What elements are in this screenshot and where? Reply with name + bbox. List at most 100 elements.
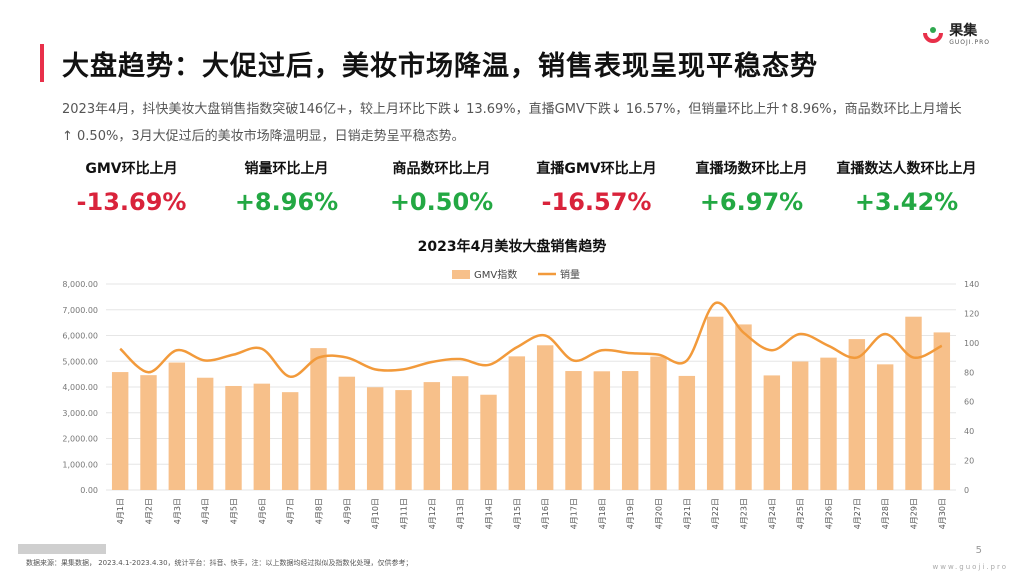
x-tick-label: 4月10日 bbox=[371, 498, 380, 529]
y-left-tick-label: 0.00 bbox=[80, 486, 98, 495]
x-tick-label: 4月26日 bbox=[825, 498, 834, 529]
y-right-tick-label: 120 bbox=[964, 309, 979, 318]
x-tick-label: 4月20日 bbox=[655, 498, 664, 529]
title-accent-bar bbox=[40, 44, 44, 82]
x-tick-label: 4月12日 bbox=[428, 498, 437, 529]
bar bbox=[480, 394, 497, 490]
x-tick-label: 4月16日 bbox=[541, 498, 550, 529]
bar bbox=[168, 362, 186, 490]
bar bbox=[735, 324, 752, 490]
kpi-value: +0.50% bbox=[389, 188, 494, 216]
legend-label: 销量 bbox=[560, 268, 580, 281]
sales-line bbox=[119, 301, 943, 378]
sales-trend-chart: 0.00 1,000.00 2,000.00 3,000.00 4,000.00 5,00… bbox=[62, 268, 979, 529]
bar bbox=[395, 390, 412, 490]
y-left-tick-label: 7,000.00 bbox=[62, 306, 98, 315]
y-right-tick-label: 100 bbox=[964, 339, 979, 348]
kpi-value: -16.57% bbox=[541, 188, 652, 216]
bar bbox=[678, 375, 696, 490]
y-left-tick-label: 8,000.00 bbox=[62, 280, 98, 289]
kpi-label: 商品数环比上月 bbox=[392, 161, 491, 177]
y-right-tick-label: 0 bbox=[964, 486, 969, 495]
bar bbox=[791, 361, 809, 490]
x-tick-label: 4月19日 bbox=[626, 498, 635, 529]
bar bbox=[111, 372, 129, 490]
x-tick-label: 4月6日 bbox=[258, 498, 267, 524]
bar bbox=[338, 376, 356, 490]
kpi-value: +3.42% bbox=[854, 188, 959, 216]
bar bbox=[650, 356, 667, 490]
kpi-value: +6.97% bbox=[699, 188, 804, 216]
x-tick-label: 4月11日 bbox=[400, 498, 409, 529]
logo-icon bbox=[923, 27, 944, 43]
x-tick-label: 4月28日 bbox=[881, 498, 890, 529]
bar bbox=[253, 383, 271, 490]
bar bbox=[565, 371, 582, 490]
kpi-live-gmv: 直播GMV环比上月 -16.57% bbox=[519, 158, 674, 216]
footer-bar bbox=[18, 544, 106, 554]
x-tick-label: 4月14日 bbox=[485, 498, 494, 529]
bar bbox=[820, 357, 837, 490]
bar bbox=[366, 387, 384, 490]
summary-paragraph: 2023年4月，抖快美妆大盘销售指数突破146亿+，较上月环比下跌↓ 13.69… bbox=[62, 102, 962, 144]
y-left-tick-label: 4,000.00 bbox=[62, 383, 98, 392]
bar bbox=[196, 377, 214, 490]
x-tick-label: 4月4日 bbox=[201, 498, 210, 524]
bar bbox=[536, 345, 554, 490]
y-right-tick-label: 140 bbox=[964, 280, 979, 289]
x-tick-label: 4月25日 bbox=[796, 498, 805, 529]
chart-title: 2023年4月美妆大盘销售趋势 bbox=[417, 239, 607, 255]
kpi-gmv: GMV环比上月 -13.69% bbox=[54, 158, 209, 216]
kpi-products: 商品数环比上月 +0.50% bbox=[364, 158, 519, 216]
bar bbox=[423, 382, 441, 490]
kpi-label: GMV环比上月 bbox=[85, 161, 178, 177]
y-right-tick-label: 20 bbox=[964, 457, 974, 466]
x-tick-label: 4月15日 bbox=[513, 498, 522, 529]
bar bbox=[225, 385, 242, 490]
site-url: www.guoji.pro bbox=[932, 563, 1008, 571]
x-tick-label: 4月2日 bbox=[145, 498, 154, 524]
x-tick-label: 4月17日 bbox=[570, 498, 579, 529]
kpi-value: +8.96% bbox=[234, 188, 339, 216]
y-right-tick-label: 80 bbox=[964, 368, 974, 377]
legend-swatch-bar bbox=[452, 270, 470, 279]
bar bbox=[933, 332, 951, 490]
bar bbox=[876, 364, 894, 490]
x-tick-label: 4月23日 bbox=[740, 498, 749, 529]
kpi-sales: 销量环比上月 +8.96% bbox=[209, 158, 364, 216]
x-tick-label: 4月9日 bbox=[343, 498, 352, 524]
logo-subtext: GUOJI.PRO bbox=[949, 39, 990, 46]
bar bbox=[310, 348, 327, 490]
y-left-tick-label: 3,000.00 bbox=[62, 409, 98, 418]
x-tick-label: 4月22日 bbox=[711, 498, 720, 529]
x-tick-label: 4月1日 bbox=[116, 498, 125, 524]
x-tick-label: 4月24日 bbox=[768, 498, 777, 529]
kpi-label: 直播场数环比上月 bbox=[695, 161, 808, 177]
logo-text: 果集 bbox=[949, 23, 978, 39]
bar bbox=[848, 339, 866, 490]
bar bbox=[593, 371, 611, 490]
x-tick-label: 4月13日 bbox=[456, 498, 465, 529]
x-tick-label: 4月29日 bbox=[910, 498, 919, 529]
page-number: 5 bbox=[975, 545, 982, 556]
y-left-tick-label: 5,000.00 bbox=[62, 357, 98, 366]
x-tick-label: 4月18日 bbox=[598, 498, 607, 529]
bar bbox=[763, 375, 781, 490]
kpi-value: -13.69% bbox=[76, 188, 187, 216]
y-left-tick-label: 6,000.00 bbox=[62, 332, 98, 341]
x-tick-label: 4月3日 bbox=[173, 498, 182, 524]
kpi-row: GMV环比上月 -13.69% 销量环比上月 +8.96% 商品数环比上月 +0… bbox=[54, 158, 984, 216]
x-tick-label: 4月30日 bbox=[938, 498, 947, 529]
y-left-tick-label: 2,000.00 bbox=[62, 435, 98, 444]
source-note: 数据来源：果集数据， 2023.4.1-2023.4.30，统计平台：抖音、快手… bbox=[26, 559, 413, 567]
x-tick-label: 4月7日 bbox=[286, 498, 295, 524]
y-left-tick-label: 1,000.00 bbox=[62, 460, 98, 469]
bar bbox=[621, 371, 639, 490]
bar bbox=[508, 356, 526, 490]
y-right-tick-label: 40 bbox=[964, 427, 974, 436]
bar bbox=[281, 392, 299, 490]
bar bbox=[140, 375, 157, 490]
kpi-label: 销量环比上月 bbox=[244, 161, 329, 177]
kpi-label: 直播数达人数环比上月 bbox=[836, 161, 977, 177]
bar bbox=[706, 316, 724, 490]
